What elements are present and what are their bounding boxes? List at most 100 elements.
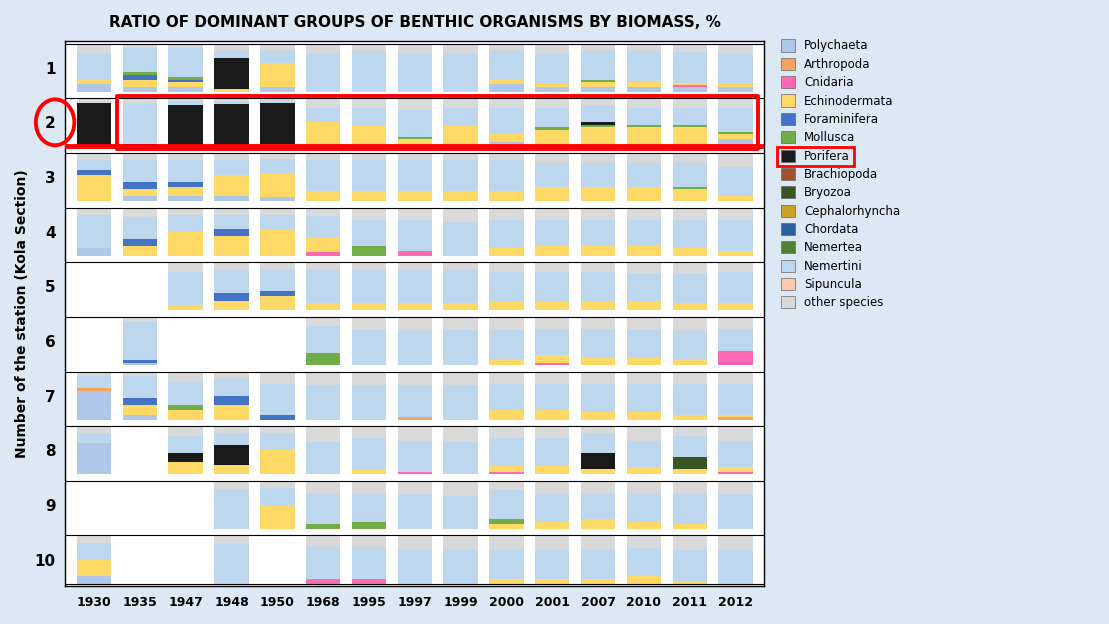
Bar <box>169 232 203 256</box>
Bar <box>169 87 203 92</box>
Bar <box>214 396 248 405</box>
Bar <box>398 441 433 472</box>
Bar <box>352 192 386 201</box>
Bar <box>627 577 661 583</box>
Bar <box>672 436 706 457</box>
Bar <box>489 160 523 192</box>
Bar <box>261 153 295 158</box>
Bar <box>169 208 203 215</box>
Bar <box>169 196 203 201</box>
Bar <box>719 494 753 529</box>
Bar <box>719 472 753 474</box>
Bar <box>444 317 478 330</box>
Bar <box>444 208 478 222</box>
Bar <box>581 127 615 147</box>
Bar <box>214 371 248 379</box>
Bar <box>719 132 753 134</box>
Bar <box>444 303 478 310</box>
Bar <box>581 426 615 434</box>
Bar <box>77 248 111 256</box>
Bar <box>214 446 248 465</box>
Bar <box>398 262 433 270</box>
Bar <box>214 89 248 92</box>
Bar <box>123 371 157 376</box>
Bar <box>719 139 753 147</box>
Bar <box>77 98 111 103</box>
Bar <box>444 108 478 125</box>
Bar <box>719 108 753 132</box>
Bar <box>581 162 615 187</box>
Bar <box>214 104 248 147</box>
Bar <box>169 215 203 232</box>
Bar <box>306 252 340 256</box>
Bar <box>719 303 753 310</box>
Bar <box>214 98 248 100</box>
Bar <box>672 248 706 256</box>
Bar <box>719 467 753 472</box>
Bar <box>306 317 340 326</box>
Bar <box>489 220 523 248</box>
Bar <box>581 80 615 82</box>
Bar <box>581 578 615 583</box>
Bar <box>581 301 615 310</box>
Bar <box>719 251 753 256</box>
Bar <box>719 481 753 494</box>
Bar <box>719 87 753 92</box>
Bar <box>306 385 340 419</box>
Bar <box>627 522 661 529</box>
Bar <box>261 434 295 450</box>
Bar <box>627 51 661 82</box>
Bar <box>627 187 661 201</box>
Bar <box>489 465 523 472</box>
Bar <box>77 371 111 376</box>
Bar <box>352 535 386 547</box>
Bar <box>261 100 295 103</box>
Bar <box>489 490 523 519</box>
Bar <box>535 127 569 130</box>
Bar <box>535 108 569 127</box>
Bar <box>719 317 753 329</box>
Bar <box>169 187 203 196</box>
Bar <box>535 272 569 301</box>
Bar <box>581 384 615 412</box>
Bar <box>719 371 753 384</box>
Bar <box>581 549 615 578</box>
Bar <box>306 524 340 529</box>
Bar <box>672 208 706 220</box>
Bar <box>719 98 753 108</box>
Bar <box>535 329 569 355</box>
Bar <box>352 208 386 220</box>
Bar <box>306 262 340 270</box>
Bar <box>352 303 386 310</box>
Bar <box>581 272 615 301</box>
Bar <box>719 262 753 272</box>
Bar <box>306 44 340 53</box>
Bar <box>214 215 248 229</box>
Bar <box>169 262 203 272</box>
Bar <box>169 160 203 182</box>
Bar <box>719 272 753 303</box>
Bar <box>169 153 203 160</box>
Bar <box>535 410 569 419</box>
Bar <box>489 134 523 142</box>
Bar <box>719 153 753 167</box>
Bar <box>489 426 523 438</box>
Bar <box>169 410 203 419</box>
Bar <box>719 535 753 549</box>
Bar <box>581 469 615 474</box>
Bar <box>398 192 433 201</box>
Bar <box>77 208 111 215</box>
Bar <box>672 457 706 469</box>
Bar <box>489 108 523 134</box>
Bar <box>672 371 706 384</box>
Bar <box>306 326 340 353</box>
Bar <box>535 162 569 187</box>
Bar <box>214 434 248 446</box>
Bar <box>214 196 248 201</box>
Bar <box>352 44 386 51</box>
Bar <box>535 578 569 583</box>
Bar <box>398 371 433 385</box>
Bar <box>627 220 661 246</box>
Bar <box>581 358 615 365</box>
Bar <box>169 182 203 187</box>
